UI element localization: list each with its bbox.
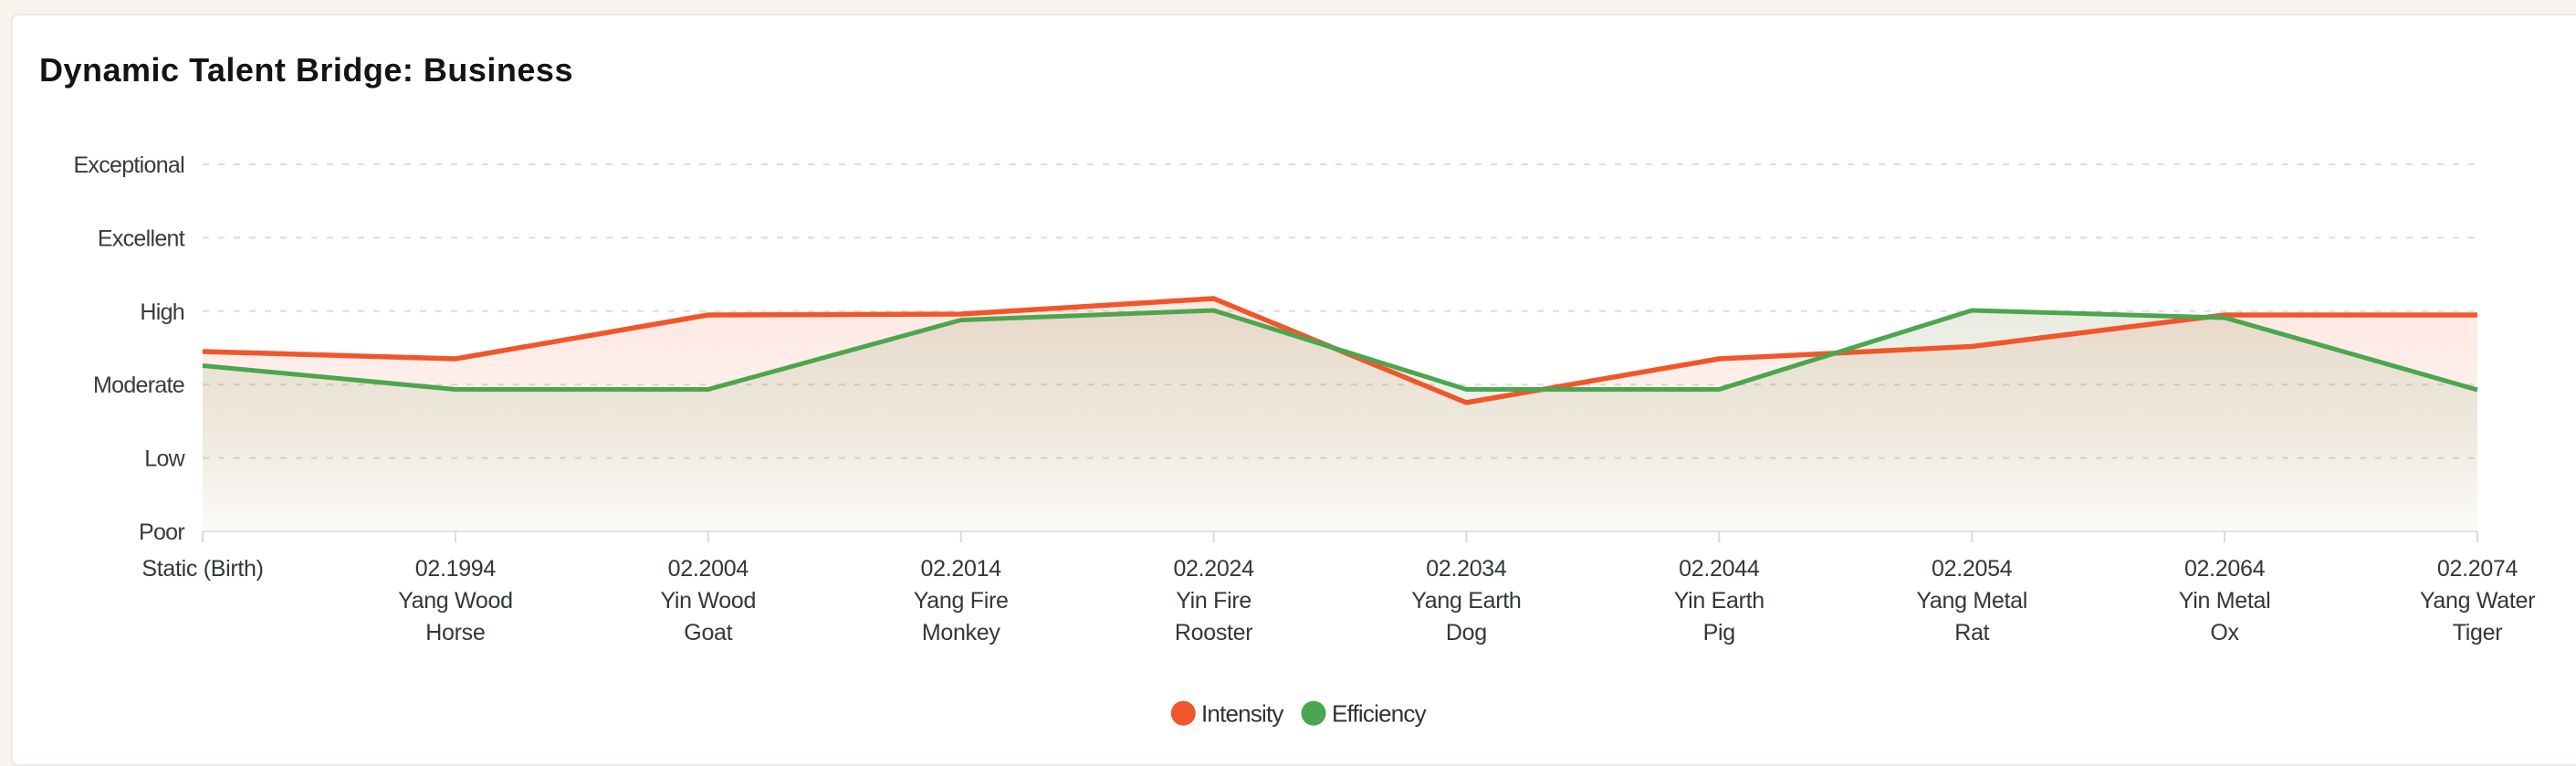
svg-text:Yin Wood: Yin Wood bbox=[660, 588, 756, 614]
svg-text:Pig: Pig bbox=[1703, 620, 1735, 645]
svg-text:Yin Fire: Yin Fire bbox=[1176, 588, 1251, 614]
svg-text:Goat: Goat bbox=[684, 620, 732, 645]
svg-text:Efficiency: Efficiency bbox=[1332, 700, 1427, 728]
svg-text:Low: Low bbox=[144, 446, 185, 472]
svg-text:High: High bbox=[140, 299, 184, 325]
svg-text:02.2034: 02.2034 bbox=[1426, 556, 1507, 582]
svg-text:Ox: Ox bbox=[2210, 620, 2239, 645]
svg-text:Monkey: Monkey bbox=[922, 620, 1001, 645]
svg-text:Poor: Poor bbox=[139, 519, 184, 545]
svg-text:Yin Earth: Yin Earth bbox=[1674, 588, 1764, 614]
svg-text:02.2014: 02.2014 bbox=[921, 556, 1002, 582]
svg-text:Static (Birth): Static (Birth) bbox=[141, 556, 263, 582]
svg-text:Excellent: Excellent bbox=[98, 226, 185, 251]
svg-text:Horse: Horse bbox=[425, 620, 485, 645]
svg-text:02.2004: 02.2004 bbox=[668, 556, 749, 582]
svg-text:Yang Earth: Yang Earth bbox=[1411, 588, 1521, 614]
svg-text:02.2054: 02.2054 bbox=[1932, 556, 2013, 582]
svg-text:Tiger: Tiger bbox=[2453, 620, 2503, 645]
svg-text:Yang Metal: Yang Metal bbox=[1916, 588, 2027, 614]
svg-text:02.2044: 02.2044 bbox=[1679, 556, 1760, 582]
svg-text:Moderate: Moderate bbox=[93, 373, 184, 398]
svg-text:02.2064: 02.2064 bbox=[2184, 556, 2266, 582]
svg-text:Yang Wood: Yang Wood bbox=[398, 588, 513, 614]
svg-text:02.1994: 02.1994 bbox=[415, 556, 497, 582]
svg-text:Yin Metal: Yin Metal bbox=[2179, 588, 2271, 614]
svg-text:Rat: Rat bbox=[1954, 620, 1989, 645]
svg-text:Exceptional: Exceptional bbox=[73, 152, 184, 178]
svg-text:Intensity: Intensity bbox=[1201, 700, 1283, 728]
svg-text:02.2074: 02.2074 bbox=[2437, 556, 2518, 582]
svg-text:Yang Fire: Yang Fire bbox=[914, 588, 1009, 614]
svg-text:02.2024: 02.2024 bbox=[1173, 556, 1254, 582]
svg-text:Yang Water: Yang Water bbox=[2420, 588, 2535, 614]
svg-text:Rooster: Rooster bbox=[1175, 620, 1252, 645]
svg-text:Dog: Dog bbox=[1446, 620, 1487, 645]
